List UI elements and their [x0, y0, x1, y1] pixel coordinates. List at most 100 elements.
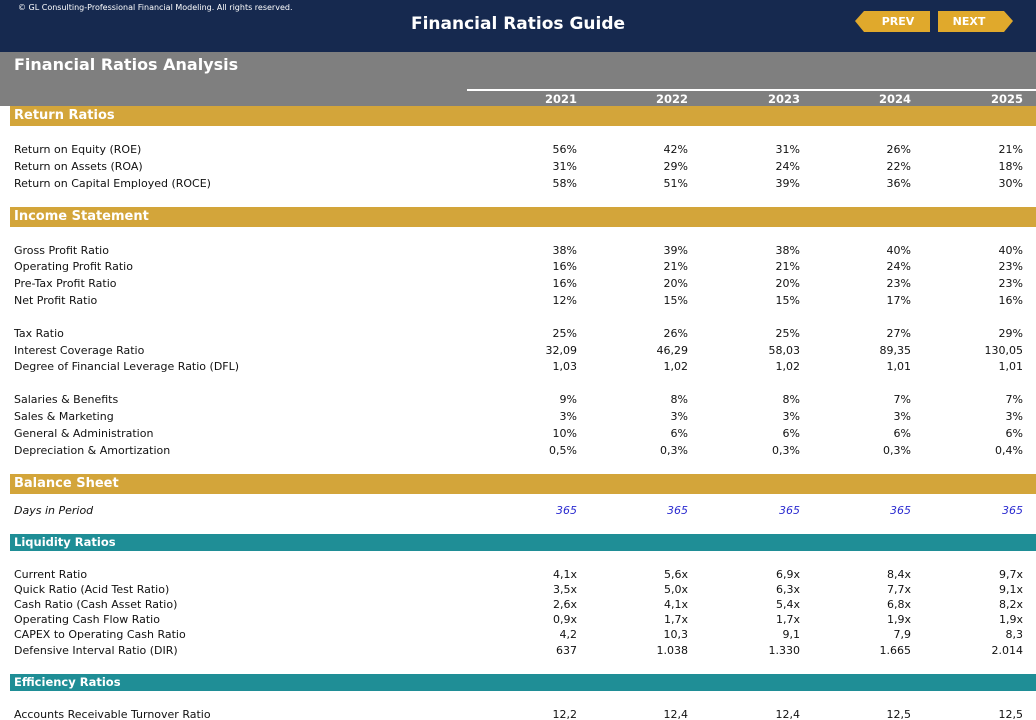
- cell-value: 7,9: [893, 628, 912, 642]
- cell-value: 0,3%: [883, 443, 911, 457]
- cell-value: 39%: [663, 243, 688, 257]
- cell-value: 1.038: [656, 643, 689, 657]
- row-label: Degree of Financial Leverage Ratio (DFL): [14, 360, 240, 374]
- cell-value: 21%: [663, 260, 688, 274]
- copyright: © GL Consulting-Professional Financial M…: [18, 3, 293, 12]
- cell-value: 1,02: [663, 360, 689, 374]
- cell-value: 46,29: [656, 343, 689, 357]
- cell-value: 6%: [1005, 426, 1023, 440]
- prev-button[interactable]: PREV: [855, 11, 930, 32]
- cell-value: 365: [667, 503, 688, 517]
- cell-value: 29%: [663, 159, 688, 173]
- row-label: Gross Profit Ratio: [14, 243, 109, 257]
- cell-value: 365: [1002, 503, 1023, 517]
- cell-value: 30%: [998, 176, 1023, 190]
- cell-value: 7,7x: [886, 582, 911, 596]
- cell-value: 24%: [775, 159, 800, 173]
- cell-value: 12,5: [998, 707, 1024, 720]
- cell-value: 12,4: [775, 707, 801, 720]
- cell-value: 15%: [775, 294, 800, 307]
- prev-label[interactable]: PREV: [882, 15, 915, 28]
- cell-value: 23%: [998, 277, 1023, 291]
- cell-value: 20%: [775, 277, 800, 291]
- cell-value: 32,09: [545, 343, 578, 357]
- cell-value: 0,3%: [660, 443, 688, 457]
- cell-value: 1.665: [879, 643, 912, 657]
- cell-value: 29%: [998, 326, 1023, 340]
- row-label: Net Profit Ratio: [14, 294, 98, 307]
- cell-value: 16%: [552, 260, 577, 274]
- year-header: 2021: [544, 92, 577, 106]
- cell-value: 17%: [886, 294, 911, 307]
- cell-value: 10%: [552, 426, 577, 440]
- year-header: 2025: [990, 92, 1023, 106]
- cell-value: 1,9x: [886, 613, 911, 627]
- cell-value: 10,3: [663, 628, 689, 642]
- cell-value: 56%: [552, 143, 577, 156]
- next-label[interactable]: NEXT: [953, 15, 986, 28]
- cell-value: 4,1x: [552, 567, 577, 581]
- cell-value: 8,3: [1005, 628, 1024, 642]
- cell-value: 26%: [886, 143, 911, 156]
- cell-value: 0,4%: [995, 443, 1023, 457]
- next-button[interactable]: NEXT: [938, 11, 1013, 32]
- cell-value: 6%: [782, 426, 800, 440]
- cell-value: 365: [779, 503, 800, 517]
- cell-value: 8%: [670, 393, 688, 407]
- sheet-title: Financial Ratios Analysis: [14, 55, 239, 74]
- row-label: Interest Coverage Ratio: [14, 343, 145, 357]
- cell-value: 21%: [775, 260, 800, 274]
- cell-value: 1,02: [775, 360, 801, 374]
- cell-value: 12,4: [663, 707, 689, 720]
- cell-value: 16%: [552, 277, 577, 291]
- row-label: Return on Capital Employed (ROCE): [14, 176, 211, 190]
- cell-value: 58,03: [768, 343, 801, 357]
- title-band: [0, 52, 1036, 106]
- cell-value: 5,6x: [663, 567, 688, 581]
- row-label: Accounts Receivable Turnover Ratio: [14, 707, 211, 720]
- row-label: Return on Equity (ROE): [14, 143, 142, 156]
- cell-value: 36%: [886, 176, 911, 190]
- row-label: Quick Ratio (Acid Test Ratio): [14, 582, 170, 596]
- cell-value: 40%: [998, 243, 1023, 257]
- cell-value: 15%: [663, 294, 688, 307]
- cell-value: 0,5%: [549, 443, 577, 457]
- section-bar: Return Ratios: [10, 106, 1036, 126]
- row-label: Salaries & Benefits: [14, 393, 119, 407]
- cell-value: 9,7x: [998, 567, 1023, 581]
- cell-value: 25%: [775, 326, 800, 340]
- cell-value: 22%: [886, 159, 911, 173]
- cell-value: 1,01: [998, 360, 1024, 374]
- cell-value: 20%: [663, 277, 688, 291]
- cell-value: 6%: [670, 426, 688, 440]
- cell-value: 8,4x: [886, 567, 911, 581]
- section-bar: Income Statement: [10, 206, 1036, 227]
- cell-value: 1,9x: [998, 613, 1023, 627]
- cell-value: 8,2x: [998, 598, 1023, 611]
- cell-value: 42%: [663, 143, 688, 156]
- section-bar: Balance Sheet: [10, 473, 1036, 494]
- cell-value: 24%: [886, 260, 911, 274]
- cell-value: 6,3x: [775, 582, 800, 596]
- cell-value: 365: [556, 503, 577, 517]
- cell-value: 3%: [559, 410, 577, 423]
- row-label: Days in Period: [14, 503, 94, 517]
- cell-value: 9,1x: [998, 582, 1023, 596]
- row-label: Operating Cash Flow Ratio: [14, 613, 160, 627]
- cell-value: 38%: [552, 243, 577, 257]
- section-bar: Liquidity Ratios: [10, 533, 1036, 551]
- cell-value: 0,9x: [552, 613, 577, 627]
- cell-value: 2,6x: [552, 598, 577, 611]
- cell-value: 1,01: [886, 360, 912, 374]
- cell-value: 1,03: [552, 360, 578, 374]
- cell-value: 39%: [775, 176, 800, 190]
- cell-value: 9%: [559, 393, 577, 407]
- cell-value: 8%: [782, 393, 800, 407]
- cell-value: 2.014: [991, 643, 1024, 657]
- cell-value: 5,4x: [775, 598, 800, 611]
- cell-value: 0,3%: [772, 443, 800, 457]
- row-label: Current Ratio: [14, 567, 88, 581]
- cell-value: 9,1: [782, 628, 801, 642]
- row-label: CAPEX to Operating Cash Ratio: [14, 628, 186, 642]
- year-header: 2023: [767, 92, 800, 106]
